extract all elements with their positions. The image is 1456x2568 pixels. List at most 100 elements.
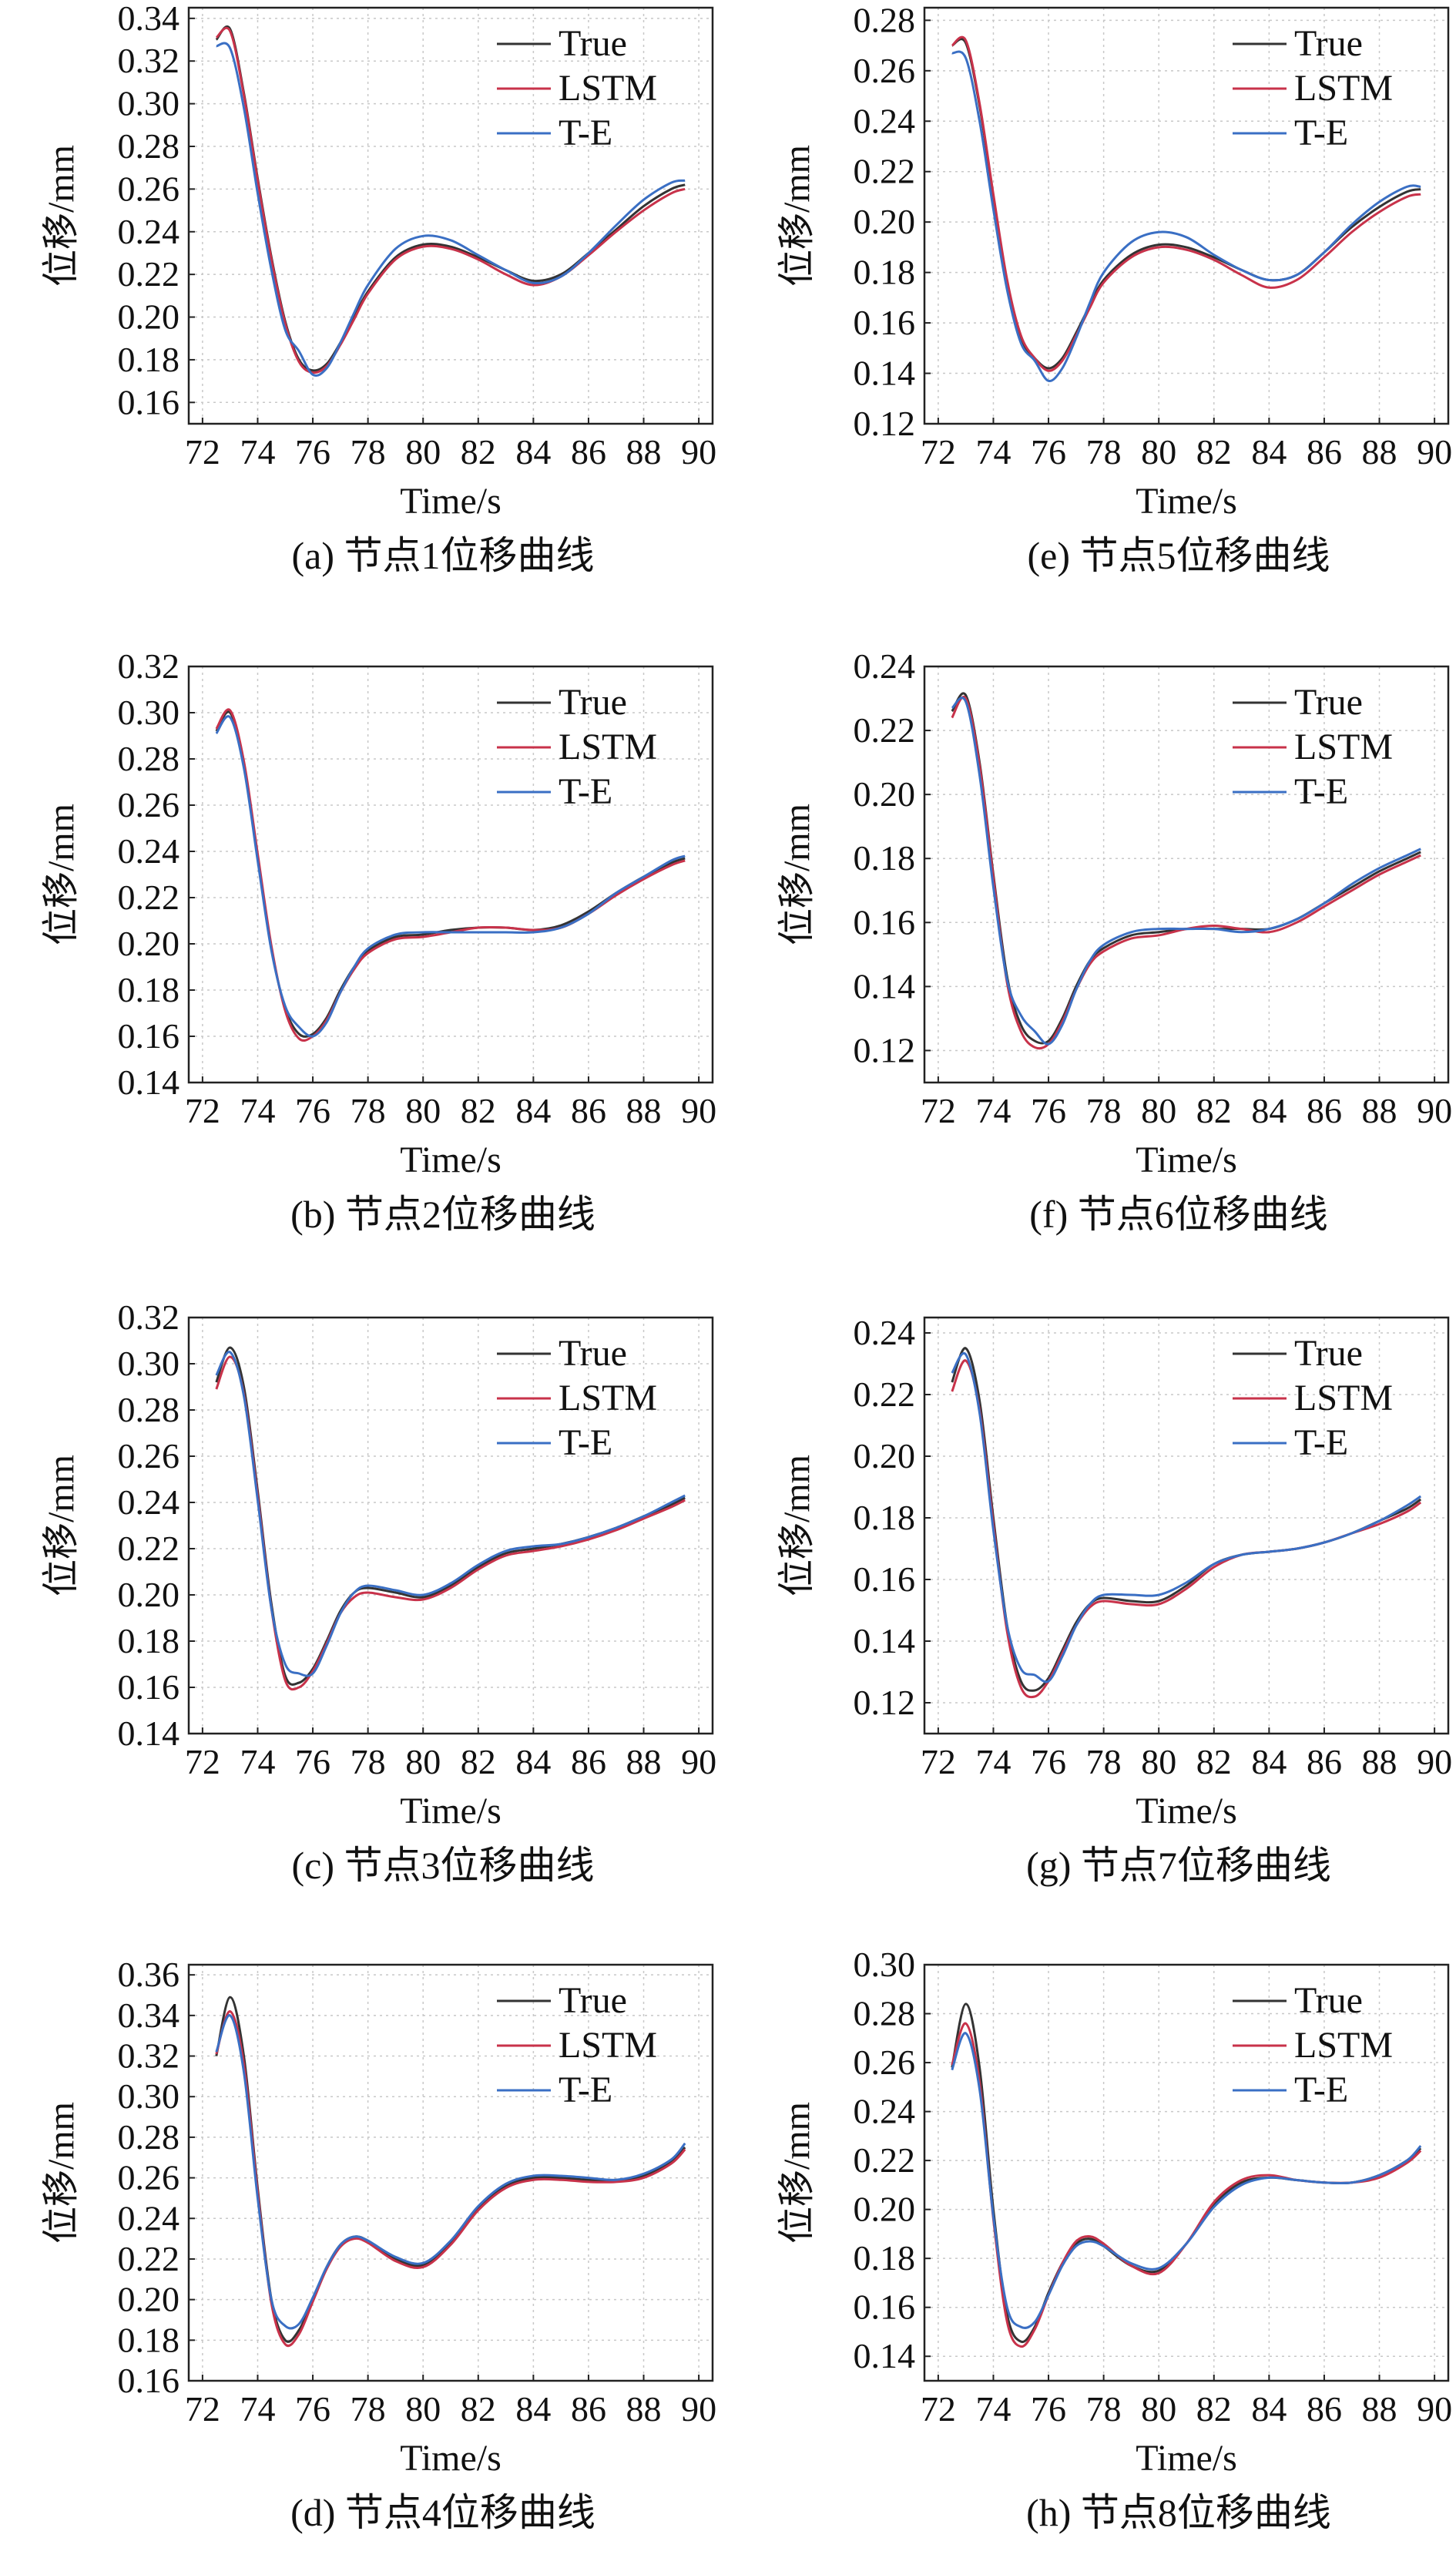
y-tick-label: 0.14: [118, 1062, 180, 1102]
plot-area: [924, 1965, 1448, 2381]
chart-panel-1: 72 74 76 78 80 82 84 86 88 90 0.160.180.200.220.24…: [41, 0, 716, 577]
x-axis-label: Time/s: [400, 481, 502, 522]
series-line-t-e: [216, 42, 686, 378]
legend-label: True: [1294, 23, 1363, 64]
y-tick-label: 0.30: [118, 2076, 180, 2116]
y-tick-label: 0.32: [118, 41, 180, 80]
x-tick-label: 90: [681, 432, 716, 472]
legend-label: LSTM: [559, 68, 657, 109]
x-tick-label: 90: [1417, 1091, 1452, 1130]
y-tick-label: 0.32: [118, 646, 180, 686]
x-axis-label: Time/s: [1136, 1140, 1237, 1180]
x-tick-label: 88: [626, 1742, 662, 1781]
legend-label: LSTM: [559, 727, 657, 767]
x-tick-label: 82: [1196, 2389, 1232, 2429]
series-line-lstm: [215, 26, 686, 374]
x-tick-label: 80: [405, 432, 441, 472]
y-tick-label: 0.18: [118, 970, 180, 1009]
y-tick-label: 0.12: [854, 404, 916, 443]
x-tick-label: 74: [240, 432, 275, 472]
x-tick-label: 84: [1251, 432, 1287, 472]
y-tick-label: 0.34: [118, 1996, 180, 2035]
legend-label: T-E: [1294, 112, 1348, 153]
legend-label: T-E: [559, 2070, 612, 2110]
chart-panel-6: 72 74 76 78 80 82 84 86 88 90 0.12 0.14 0.16 0.18 0.20…: [777, 1313, 1452, 1887]
y-tick-label: 0.32: [118, 2036, 180, 2076]
legend-label: True: [559, 682, 627, 723]
y-tick-label: 0.28: [854, 1994, 916, 2033]
legend-label: LSTM: [1294, 727, 1393, 767]
chart-panel-3: 72 74 76 78 80 82 84 86 88 90 0.14 0.16 0.18 0.20 0.22…: [41, 646, 716, 1236]
y-tick-label: 0.32: [118, 1297, 180, 1337]
y-tick-label: 0.14: [854, 966, 916, 1005]
y-axis-label: 位移/mm: [41, 804, 82, 945]
x-axis-label: Time/s: [1136, 1791, 1237, 1831]
y-tick-label: 0.20: [118, 924, 180, 963]
x-tick-label: 84: [515, 1742, 551, 1781]
plot-frame: [923, 665, 1450, 1084]
x-tick-label: 82: [1196, 1742, 1232, 1781]
x-tick-label: 88: [626, 2389, 662, 2429]
x-tick-label: 72: [185, 432, 220, 472]
y-axis-label: 位移/mm: [41, 2102, 82, 2244]
legend-label: True: [1294, 1980, 1363, 2021]
y-tick-label: 0.28: [854, 0, 916, 39]
x-tick-label: 72: [921, 1742, 956, 1781]
panel-caption: (e) 节点5位移曲线: [1028, 534, 1330, 577]
x-tick-label: 86: [571, 2389, 606, 2429]
legend-label: True: [559, 1980, 627, 2021]
x-tick-label: 78: [351, 1091, 386, 1130]
y-tick-label: 0.18: [854, 838, 916, 878]
x-tick-label: 82: [461, 432, 496, 472]
plot-frame: [187, 6, 714, 425]
series-line-lstm: [951, 35, 1421, 372]
x-tick-label: 74: [240, 2389, 275, 2429]
y-axis-label: 位移/mm: [777, 1455, 817, 1596]
plot-frame: [923, 1963, 1450, 2382]
y-tick-label: 0.16: [118, 1667, 180, 1707]
x-tick-label: 86: [571, 432, 606, 472]
x-axis-label: Time/s: [400, 1791, 502, 1831]
y-tick-label: 0.14: [854, 1621, 916, 1660]
x-tick-label: 74: [975, 2389, 1011, 2429]
legend-label: True: [559, 23, 627, 64]
series-line-t-e: [215, 2014, 686, 2330]
x-tick-label: 76: [295, 432, 330, 472]
x-tick-label: 88: [1362, 2389, 1397, 2429]
x-tick-label: 86: [1307, 1742, 1342, 1781]
x-tick-label: 90: [681, 1091, 716, 1130]
y-tick-label: 0.20: [854, 2190, 916, 2229]
x-tick-label: 82: [1196, 432, 1232, 472]
x-tick-label: 78: [1086, 2389, 1122, 2429]
x-tick-label: 80: [405, 2389, 441, 2429]
x-axis-label: Time/s: [1136, 481, 1237, 522]
y-tick-label: 0.24: [118, 212, 180, 251]
panel-caption: (d) 节点4位移曲线: [290, 2491, 595, 2534]
x-tick-label: 72: [185, 1091, 220, 1130]
plot-area: [924, 666, 1448, 1083]
y-tick-label: 0.12: [854, 1030, 916, 1069]
x-tick-label: 84: [1251, 2389, 1287, 2429]
x-tick-label: 72: [921, 2389, 956, 2429]
x-tick-label: 88: [626, 432, 662, 472]
x-tick-label: 76: [1031, 1742, 1066, 1781]
chart-panel-5: 72 74 76 78 80 82 84 86 88 90 0.14 0.16 0.18 0.20 0.22…: [41, 1297, 716, 1887]
plot-area: [924, 1318, 1448, 1734]
x-tick-label: 82: [1196, 1091, 1232, 1130]
y-tick-label: 0.16: [118, 1016, 180, 1056]
y-tick-label: 0.24: [854, 101, 916, 140]
x-tick-label: 88: [1362, 432, 1397, 472]
y-axis-label: 位移/mm: [41, 145, 82, 287]
legend-label: LSTM: [1294, 1378, 1393, 1418]
x-tick-label: 72: [185, 2389, 220, 2429]
x-tick-label: 78: [351, 2389, 386, 2429]
x-tick-label: 74: [975, 1742, 1011, 1781]
y-tick-label: 0.26: [118, 1436, 180, 1475]
x-axis-label: Time/s: [400, 2438, 502, 2479]
y-tick-label: 0.20: [854, 774, 916, 814]
legend-label: T-E: [1294, 1422, 1348, 1463]
chart-panel-7: 72 74 76 78 80 82 84 86 88 90 0.160.180.200.220.24…: [41, 1955, 716, 2534]
legend-label: True: [559, 1333, 627, 1374]
